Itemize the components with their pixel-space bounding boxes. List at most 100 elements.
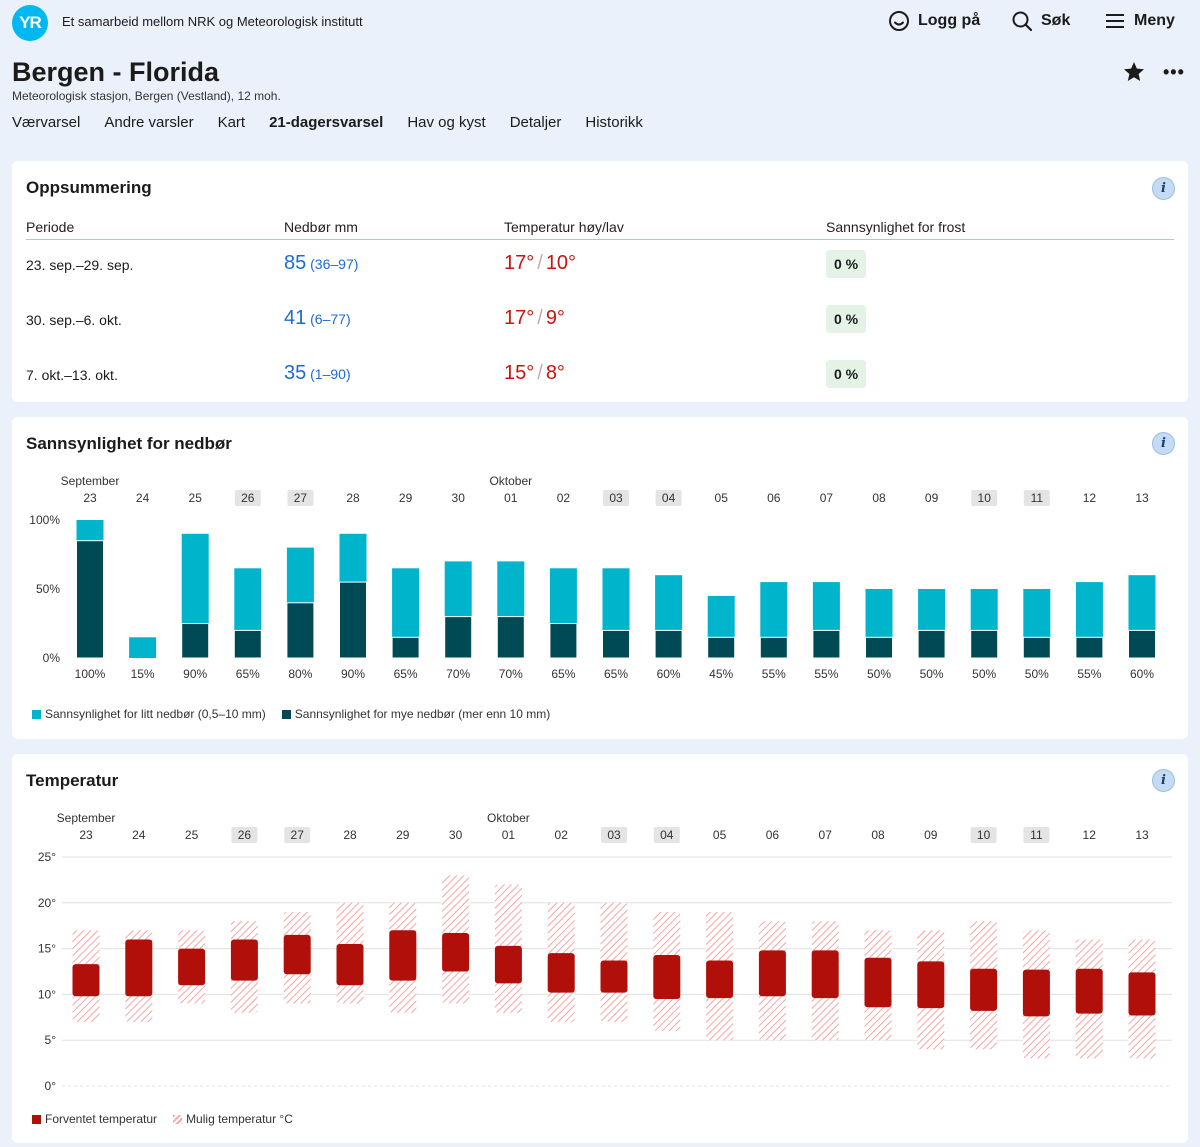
search-icon xyxy=(1011,10,1033,32)
favorite-star-icon[interactable] xyxy=(1122,60,1146,84)
precip-value-label: 100% xyxy=(75,667,106,681)
expected-temp-bar xyxy=(864,957,892,1008)
summary-title: Oppsummering xyxy=(26,178,152,197)
frost-badge: 0 % xyxy=(826,250,867,278)
summary-table-header: Periode Nedbør mm Temperatur høy/lav San… xyxy=(26,219,1174,240)
weekend-badge xyxy=(1023,827,1050,843)
tab-0[interactable]: Værvarsel xyxy=(12,114,81,131)
heavy-precip-bar xyxy=(654,629,683,659)
day-label: 12 xyxy=(1083,828,1097,842)
search-button[interactable]: Søk xyxy=(1011,10,1070,32)
precip-value-label: 65% xyxy=(394,667,418,681)
heavy-precip-bar xyxy=(865,636,893,659)
precip-value-label: 90% xyxy=(341,667,365,681)
expected-temp-bar xyxy=(283,934,311,975)
month-label: Oktober xyxy=(489,474,532,488)
day-label: 24 xyxy=(136,491,150,505)
precip-range: (1–90) xyxy=(310,366,351,382)
day-label: 24 xyxy=(132,828,146,842)
day-label: 25 xyxy=(189,491,203,505)
temperature-card: Temperatur i September Oktober 23 24 25 26 27 2… xyxy=(12,754,1188,1143)
expected-temp-bar xyxy=(442,933,470,972)
weekend-badge xyxy=(653,827,680,843)
expected-temp-bar xyxy=(1022,969,1050,1017)
day-label: 30 xyxy=(449,828,463,842)
tab-4[interactable]: Hav og kyst xyxy=(407,114,486,131)
day-label: 08 xyxy=(871,828,885,842)
day-label: 23 xyxy=(79,828,93,842)
tab-1[interactable]: Andre varsler xyxy=(104,114,194,131)
day-label: 25 xyxy=(185,828,199,842)
day-label: 27 xyxy=(291,828,305,842)
day-label: 04 xyxy=(660,828,674,842)
heavy-precip-bar xyxy=(1075,636,1104,659)
expected-temp-bar xyxy=(389,930,417,981)
day-label: 26 xyxy=(238,828,252,842)
precip-cell: 41 (6–77) xyxy=(284,307,351,330)
precip-value: 41 xyxy=(284,307,307,329)
heavy-precip-bar xyxy=(812,629,841,659)
col-header-temp: Temperatur høy/lav xyxy=(504,219,624,235)
day-label: 30 xyxy=(452,491,466,505)
precip-value-label: 70% xyxy=(446,667,470,681)
expected-temp-bar xyxy=(547,953,575,993)
tab-6[interactable]: Historikk xyxy=(585,114,643,131)
weekend-badge xyxy=(655,490,682,506)
precip-value-label: 55% xyxy=(1077,667,1101,681)
precip-value-label: 90% xyxy=(183,667,207,681)
col-header-precip: Nedbør mm xyxy=(284,219,358,235)
precip-value-label: 65% xyxy=(236,667,260,681)
tagline: Et samarbeid mellom NRK og Meteorologisk… xyxy=(62,14,363,29)
location-subtitle: Meteorologisk stasjon, Bergen (Vestland)… xyxy=(12,89,281,103)
precip-info-icon[interactable]: i xyxy=(1152,432,1175,455)
precip-value-label: 50% xyxy=(1025,667,1049,681)
smiley-icon xyxy=(888,10,910,32)
expected-temp-bar xyxy=(125,939,153,997)
expected-temp-bar xyxy=(811,950,839,999)
weekend-badge xyxy=(971,490,998,506)
precip-value-label: 45% xyxy=(709,667,733,681)
weekend-badge xyxy=(603,490,629,506)
weekend-badge xyxy=(231,827,258,843)
day-label: 28 xyxy=(343,828,357,842)
expected-temp-bar xyxy=(970,968,998,1011)
expected-temp-bar xyxy=(178,948,206,986)
expected-temp-bar xyxy=(494,945,522,984)
login-label: Logg på xyxy=(918,12,981,29)
summary-card: Oppsummering i Periode Nedbør mm Tempera… xyxy=(12,161,1188,402)
day-label: 08 xyxy=(872,491,886,505)
day-label: 06 xyxy=(767,491,781,505)
more-options-icon[interactable]: ••• xyxy=(1163,62,1185,82)
temp-separator: / xyxy=(537,362,543,384)
tab-5[interactable]: Detaljer xyxy=(509,114,562,131)
day-label: 02 xyxy=(555,828,569,842)
heavy-precip-bar xyxy=(391,636,420,659)
heavy-precip-bar xyxy=(339,581,367,659)
tab-2[interactable]: Kart xyxy=(217,114,246,131)
precip-value-label: 50% xyxy=(972,667,996,681)
y-tick-label: 10° xyxy=(38,987,56,1001)
precip-value-label: 60% xyxy=(657,667,681,681)
expected-temp-bar xyxy=(758,950,786,997)
tab-3[interactable]: 21-dagersvarsel xyxy=(269,114,384,131)
precip-card-title: Sannsynlighet for nedbør xyxy=(26,434,232,453)
weekend-badge xyxy=(1023,490,1050,506)
heavy-precip-bar xyxy=(602,629,630,659)
weekend-badge xyxy=(970,827,997,843)
login-button[interactable]: Logg på xyxy=(888,10,980,32)
expected-temp-bar xyxy=(600,960,628,993)
yr-logo[interactable]: YR xyxy=(12,5,48,41)
day-label: 06 xyxy=(766,828,780,842)
day-label: 10 xyxy=(977,828,991,842)
temp-info-icon[interactable]: i xyxy=(1152,769,1175,792)
day-label: 13 xyxy=(1135,828,1149,842)
day-label: 13 xyxy=(1135,491,1149,505)
precip-value: 35 xyxy=(284,362,307,384)
heavy-precip-bar xyxy=(286,602,315,659)
day-label: 29 xyxy=(396,828,410,842)
menu-button[interactable]: Meny xyxy=(1104,10,1175,32)
temp-cell: 15°/8° xyxy=(504,362,565,385)
legend-expected-temp: Forventet temperatur xyxy=(32,1112,157,1126)
summary-info-icon[interactable]: i xyxy=(1152,177,1175,200)
month-label: Oktober xyxy=(487,811,530,825)
